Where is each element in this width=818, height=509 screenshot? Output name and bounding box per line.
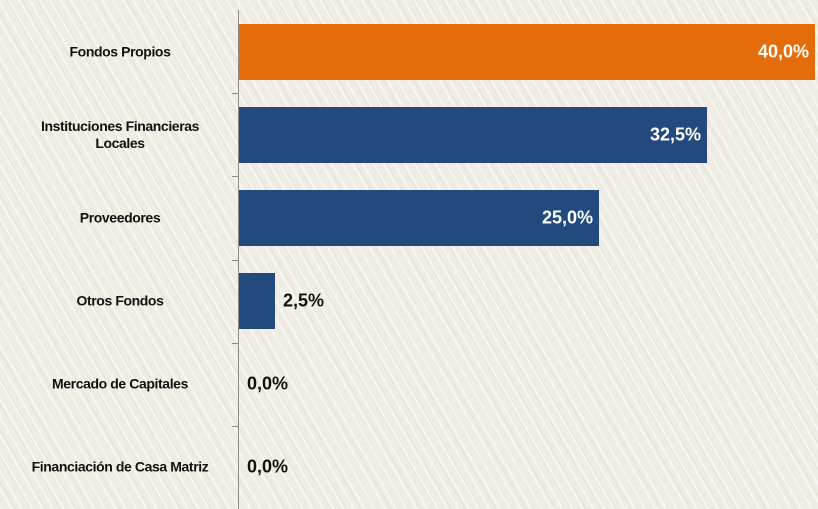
category-label: Otros Fondos: [76, 292, 164, 309]
category-label: Fondos Propios: [69, 43, 171, 60]
value-label: 40,0%: [757, 41, 809, 62]
category-label: Instituciones Financieras Locales: [40, 117, 200, 151]
bar: [239, 273, 275, 330]
value-label: 25,0%: [541, 207, 593, 228]
axis-tick: [232, 93, 238, 95]
value-label: 2,5%: [283, 290, 325, 311]
value-label: 0,0%: [247, 373, 289, 394]
axis-tick: [232, 259, 238, 261]
bar: [239, 23, 815, 80]
bar: [239, 106, 707, 163]
axis-tick: [232, 176, 238, 178]
value-label: 0,0%: [247, 456, 289, 477]
axis-tick: [232, 342, 238, 344]
category-label: Financiación de Casa Matriz: [31, 458, 209, 475]
category-axis: [238, 10, 239, 509]
bar: [239, 189, 599, 246]
category-label: Proveedores: [79, 209, 161, 226]
value-label: 32,5%: [649, 124, 701, 145]
category-label: Mercado de Capitales: [52, 375, 188, 392]
axis-tick: [232, 425, 238, 427]
